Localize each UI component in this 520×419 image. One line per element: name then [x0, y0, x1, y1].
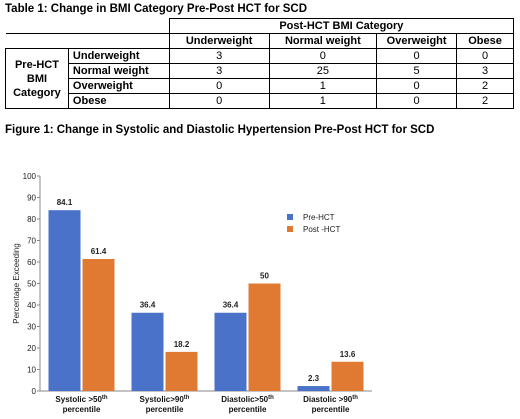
cell: 25 [268, 63, 378, 79]
empty-corner-2 [5, 33, 170, 49]
x-tick-label: Systolic>90th [140, 395, 190, 404]
y-tick-label: 0 [32, 387, 37, 396]
cell: 2 [456, 78, 514, 94]
cell: 1 [268, 93, 378, 109]
y-tick-label: 50 [27, 280, 36, 289]
cell: 0 [168, 93, 270, 109]
cell: 3 [456, 63, 514, 79]
legend-swatch-pre-hct [287, 214, 293, 220]
y-tick-label: 40 [27, 301, 36, 310]
cell: 0 [168, 78, 270, 94]
cell: 1 [268, 78, 378, 94]
table-row: Overweight 0 1 0 2 [6, 78, 514, 94]
x-tick-label: Diastolic >90th [303, 395, 358, 404]
x-tick-label-sub: percentile [312, 405, 350, 414]
table-row: Pre-HCT BMI Category Underweight 3 0 0 0 [5, 48, 514, 109]
legend-label: Pre-HCT [303, 213, 335, 222]
bar-data-label: 61.4 [91, 247, 107, 256]
bmi-table: Post-HCT BMI Category Underweight Normal… [5, 18, 515, 109]
bar-pre-hct [297, 386, 330, 391]
col-header: Obese [456, 33, 514, 49]
hypertension-bar-chart: 0 10 20 30 40 50 60 70 80 90 100 Percentage Exceedi… [12, 172, 372, 414]
bar-data-label: 50 [260, 272, 269, 281]
table-row: Obese 0 1 0 2 [6, 93, 514, 109]
pre-hct-header: Pre-HCT BMI Category [5, 48, 69, 109]
y-axis-title: Percentage Exceeding [12, 243, 21, 324]
y-tick-label: 20 [27, 344, 36, 353]
row-label: Underweight [67, 48, 170, 64]
bar-data-label: 13.6 [340, 350, 356, 359]
cell: 3 [168, 63, 270, 79]
col-header: Overweight [376, 33, 458, 49]
col-header: Normal weight [268, 33, 378, 49]
bar-pre-hct [48, 210, 81, 391]
bar-pre-hct [131, 312, 164, 391]
row-label: Overweight [67, 78, 170, 94]
x-tick-label-sub: percentile [63, 405, 101, 414]
cell: 0 [376, 78, 458, 94]
x-tick-label: Diastolic>50th [221, 395, 274, 404]
bar-post-hct [82, 258, 115, 391]
y-tick-label: 80 [27, 215, 36, 224]
bar-data-label: 36.4 [223, 301, 239, 310]
y-tick-label: 100 [23, 172, 37, 181]
y-tick-label: 70 [27, 237, 36, 246]
bar-data-label: 2.3 [308, 374, 320, 383]
bar-data-label: 84.1 [57, 198, 73, 207]
bar-pre-hct [214, 312, 247, 391]
figure-caption: Figure 1: Change in Systolic and Diastol… [5, 124, 435, 136]
y-tick-label: 60 [27, 258, 36, 267]
cell: 5 [376, 63, 458, 79]
x-tick-label: Systolic >50th [55, 395, 107, 404]
cell: 0 [376, 93, 458, 109]
table-row: Normal weight 3 25 5 3 [6, 63, 514, 79]
y-tick-label: 90 [27, 194, 36, 203]
cell: 0 [268, 48, 378, 64]
bar-data-label: 18.2 [174, 340, 190, 349]
legend-label: Post -HCT [303, 225, 340, 234]
y-tick-label: 10 [27, 366, 36, 375]
table-caption: Table 1: Change in BMI Category Pre-Post… [5, 3, 308, 15]
bar-post-hct [165, 351, 198, 391]
cell: 3 [168, 48, 270, 64]
empty-corner [5, 18, 170, 34]
cell: 0 [376, 48, 458, 64]
col-header: Underweight [168, 33, 270, 49]
post-hct-header: Post-HCT BMI Category [168, 18, 515, 34]
cell: 2 [456, 93, 514, 109]
legend-swatch-post-hct [287, 226, 293, 232]
row-label: Obese [67, 93, 170, 109]
bar-post-hct [331, 361, 364, 391]
bar-post-hct [248, 283, 281, 391]
x-tick-label-sub: percentile [146, 405, 184, 414]
bar-data-label: 36.4 [140, 301, 156, 310]
row-label: Normal weight [67, 63, 170, 79]
x-tick-label-sub: percentile [229, 405, 267, 414]
y-tick-label: 30 [27, 323, 36, 332]
cell: 0 [456, 48, 514, 64]
